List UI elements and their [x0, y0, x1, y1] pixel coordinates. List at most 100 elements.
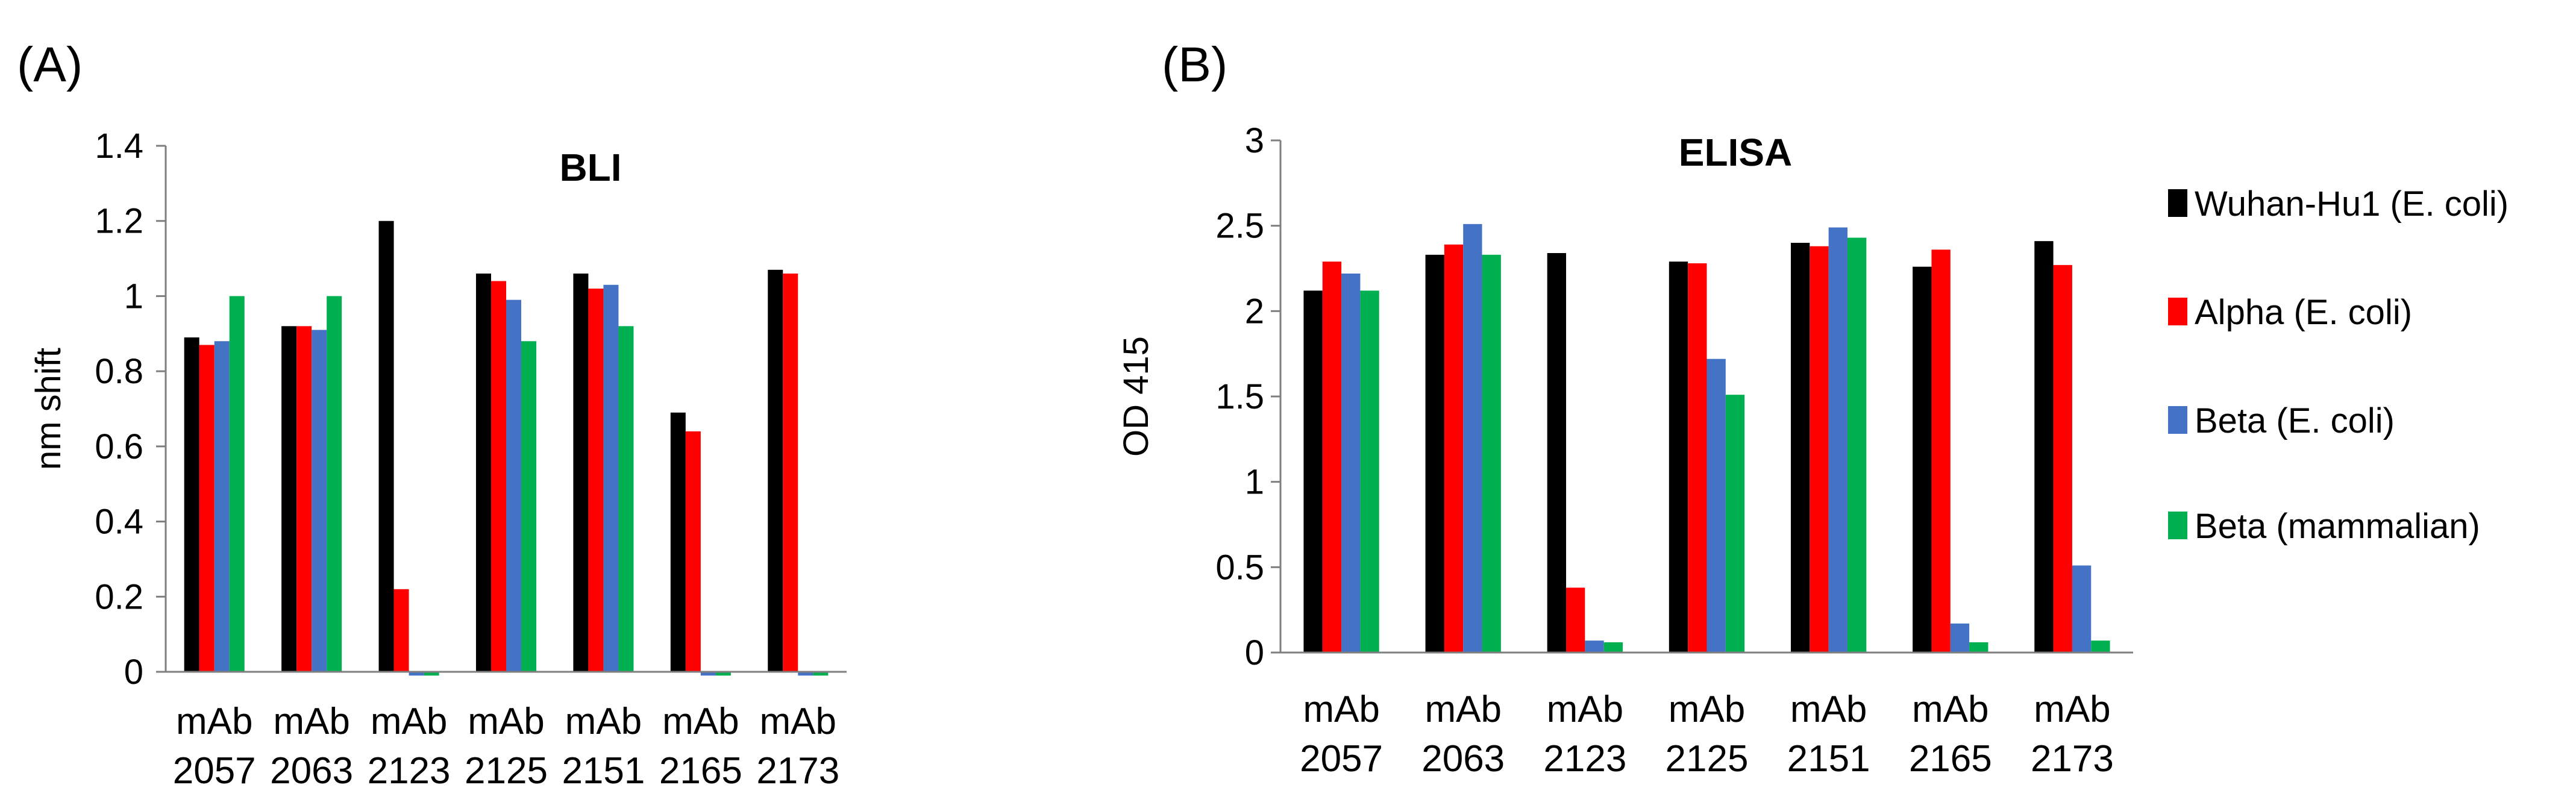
category-label: 2063: [270, 750, 353, 792]
bar: [685, 431, 701, 672]
bar: [1969, 642, 1988, 653]
bar: [588, 288, 604, 672]
bar: [214, 341, 230, 672]
bar: [1950, 623, 1970, 653]
category-label: 2063: [1421, 738, 1505, 780]
category-label: 2057: [173, 750, 256, 792]
category-label: mAb: [1424, 689, 1501, 730]
bar: [1847, 237, 1867, 653]
y-tick-label: 1: [124, 277, 143, 316]
category-label: mAb: [2034, 689, 2110, 730]
bar: [2072, 565, 2092, 653]
y-tick-label: 1.2: [95, 202, 143, 241]
bar: [1931, 249, 1951, 653]
legend-swatch: [2168, 189, 2187, 217]
y-tick-label: 0.2: [95, 577, 143, 616]
panel-label-a: (A): [17, 37, 83, 92]
legend: Wuhan-Hu1 (E. coli) Alpha (E. coli) Beta (…: [2168, 184, 2509, 546]
category-label: mAb: [176, 701, 252, 742]
legend-label: Wuhan-Hu1 (E. coli): [2195, 184, 2509, 224]
panel-label-b: (B): [1162, 37, 1227, 92]
bar: [199, 345, 215, 672]
bar: [603, 284, 619, 672]
category-label: mAb: [273, 701, 349, 742]
bar: [378, 221, 394, 672]
bar: [1425, 254, 1444, 653]
category-label: mAb: [468, 701, 544, 742]
legend-swatch: [2168, 406, 2187, 434]
bar: [229, 296, 245, 672]
category-label: mAb: [760, 701, 836, 742]
bar: [1603, 642, 1623, 653]
bar: [1360, 290, 1379, 653]
bar: [393, 589, 409, 672]
category-label: 2165: [659, 750, 742, 792]
bar: [1482, 254, 1501, 653]
bli-chart: BLI nm shift 0 0.2 0.4 0.6 0.8 1 1.2 1.4 mAb 2057 mA…: [29, 127, 847, 792]
bar: [618, 326, 634, 672]
bar: [1444, 244, 1464, 653]
category-label: 2173: [2031, 738, 2114, 780]
chart-title: BLI: [559, 146, 621, 189]
y-tick-label: 1.5: [1215, 377, 1264, 416]
y-tick-label: 2: [1245, 292, 1264, 331]
bar: [409, 672, 424, 676]
bar: [1566, 587, 1585, 653]
bar: [783, 274, 798, 672]
category-label: mAb: [1669, 689, 1745, 730]
bar: [1706, 359, 1726, 653]
category-label: 2125: [465, 750, 548, 792]
y-tick-label: 1.4: [95, 127, 143, 166]
bar: [2034, 241, 2054, 653]
bar: [490, 281, 506, 672]
bar: [312, 330, 327, 672]
category-label: 2123: [368, 750, 451, 792]
bar: [813, 672, 829, 676]
category-label: mAb: [662, 701, 739, 742]
bar: [184, 337, 199, 672]
bar: [1790, 243, 1810, 653]
bar: [424, 672, 439, 676]
category-label: 2173: [756, 750, 839, 792]
y-tick-label: 2.5: [1215, 207, 1264, 246]
bar: [768, 269, 783, 672]
bar: [1547, 253, 1567, 653]
bar: [2053, 265, 2072, 653]
y-tick-label: 0: [1245, 633, 1264, 672]
legend-label: Beta (E. coli): [2195, 401, 2395, 440]
category-label: 2165: [1909, 738, 1992, 780]
y-axis-label: OD 415: [1117, 336, 1156, 457]
y-tick-label: 1: [1245, 463, 1264, 502]
y-tick-label: 0.8: [95, 352, 143, 391]
bar: [1913, 266, 1932, 653]
legend-label: Beta (mammalian): [2195, 507, 2480, 546]
bar: [798, 672, 813, 676]
bar: [1810, 246, 1829, 653]
legend-swatch: [2168, 512, 2187, 539]
category-label: mAb: [1547, 689, 1623, 730]
bar: [296, 326, 312, 672]
bar: [700, 672, 716, 676]
bar: [475, 274, 491, 672]
category-label: 2151: [562, 750, 645, 792]
bar: [1688, 263, 1707, 653]
y-tick-label: 0.4: [95, 503, 143, 542]
bar: [1585, 640, 1604, 653]
bar: [715, 672, 731, 676]
y-axis-label: nm shift: [29, 348, 68, 470]
bar: [521, 341, 537, 672]
bar: [1669, 261, 1688, 653]
y-tick-label: 0.5: [1215, 548, 1264, 587]
bar: [506, 299, 522, 672]
category-label: 2125: [1666, 738, 1749, 780]
bar: [281, 326, 297, 672]
category-label: 2151: [1787, 738, 1870, 780]
elisa-chart: ELISA OD 415 0 0.5 1 1.5 2 2.5 3 mAb 2057 mAb 2063 mA…: [1117, 121, 2133, 780]
bar: [1341, 274, 1361, 653]
y-tick-label: 0: [124, 653, 143, 692]
legend-label: Alpha (E. coli): [2195, 293, 2412, 332]
bar: [1463, 224, 1482, 653]
category-label: mAb: [1303, 689, 1379, 730]
bar: [573, 274, 589, 672]
